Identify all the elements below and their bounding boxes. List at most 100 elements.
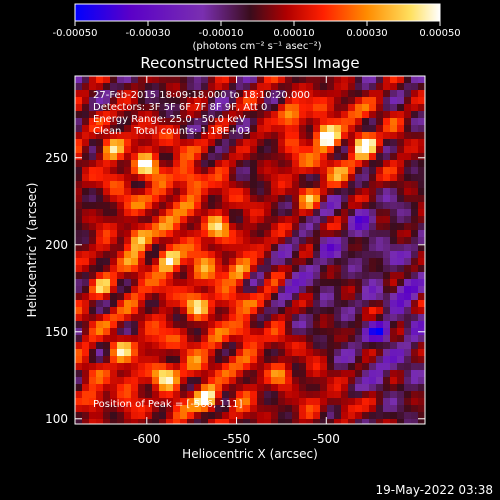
heatmap-pixel (320, 300, 328, 308)
heatmap-pixel (376, 209, 384, 217)
colorbar-gradient (74, 3, 441, 22)
heatmap-pixel (222, 370, 230, 378)
heatmap-pixel (383, 209, 391, 217)
heatmap-pixel (348, 279, 356, 287)
heatmap-pixel (138, 356, 146, 364)
heatmap-pixel (278, 111, 286, 119)
heatmap-pixel (418, 216, 425, 224)
heatmap-pixel (215, 272, 223, 280)
heatmap-pixel (229, 132, 237, 140)
heatmap-pixel (278, 76, 286, 84)
heatmap-pixel (271, 83, 279, 91)
heatmap-pixel (383, 76, 391, 84)
heatmap-pixel (355, 104, 363, 112)
heatmap-pixel (299, 209, 307, 217)
heatmap-pixel (334, 265, 342, 273)
heatmap-pixel (285, 167, 293, 175)
heatmap-pixel (194, 139, 202, 147)
heatmap-pixel (320, 146, 328, 154)
plot-title: Reconstructed RHESSI Image (140, 54, 359, 72)
heatmap-pixel (236, 111, 244, 119)
info-time-range: 27-Feb-2015 18:09:18.000 to 18:10:20.000 (93, 90, 310, 101)
heatmap-pixel (362, 349, 370, 357)
heatmap-pixel (397, 258, 405, 266)
heatmap-pixel (383, 160, 391, 168)
heatmap-pixel (96, 118, 104, 126)
heatmap-pixel (250, 132, 258, 140)
heatmap-pixel (292, 307, 300, 315)
heatmap-pixel (418, 125, 425, 133)
heatmap-pixel (75, 76, 83, 84)
heatmap-pixel (299, 216, 307, 224)
heatmap-pixel (82, 258, 90, 266)
heatmap-pixel (271, 258, 279, 266)
heatmap-pixel (173, 384, 181, 392)
heatmap-pixel (341, 230, 349, 238)
heatmap-pixel (362, 384, 370, 392)
heatmap-pixel (355, 118, 363, 126)
heatmap-pixel (103, 272, 111, 280)
heatmap-pixel (376, 90, 384, 98)
heatmap-pixel (173, 377, 181, 385)
heatmap-pixel (103, 97, 111, 105)
heatmap-pixel (194, 321, 202, 329)
heatmap-pixel (89, 167, 97, 175)
heatmap-pixel (229, 76, 237, 84)
heatmap-pixel (236, 293, 244, 301)
heatmap-pixel (369, 377, 377, 385)
heatmap-pixel (418, 412, 425, 420)
heatmap-pixel (103, 195, 111, 203)
heatmap-pixel (152, 258, 160, 266)
heatmap-pixel (285, 265, 293, 273)
heatmap-pixel (96, 279, 104, 287)
heatmap-pixel (320, 111, 328, 119)
heatmap-pixel (285, 153, 293, 161)
heatmap-pixel (404, 195, 412, 203)
heatmap-pixel (404, 111, 412, 119)
heatmap-pixel (369, 272, 377, 280)
heatmap-pixel (201, 139, 209, 147)
heatmap-pixel (397, 251, 405, 259)
heatmap-pixel (124, 412, 132, 420)
heatmap-pixel (320, 209, 328, 217)
heatmap-pixel (138, 111, 146, 119)
heatmap-pixel (341, 335, 349, 343)
heatmap-pixel (82, 279, 90, 287)
heatmap-pixel (222, 314, 230, 322)
heatmap-pixel (271, 251, 279, 259)
heatmap-pixel (404, 209, 412, 217)
info-detectors: Detectors: 3F 5F 6F 7F 8F 9F, Att 0 (93, 102, 267, 113)
heatmap-pixel (229, 342, 237, 350)
heatmap-pixel (236, 139, 244, 147)
heatmap-pixel (82, 419, 90, 424)
heatmap-pixel (334, 160, 342, 168)
heatmap-pixel (334, 321, 342, 329)
heatmap-pixel (271, 132, 279, 140)
heatmap-pixel (299, 90, 307, 98)
x-tick-label: -500 (313, 432, 340, 446)
heatmap-pixel (278, 97, 286, 105)
heatmap-pixel (355, 237, 363, 245)
heatmap-pixel (236, 216, 244, 224)
heatmap-pixel (383, 118, 391, 126)
heatmap-pixel (194, 265, 202, 273)
heatmap-pixel (278, 265, 286, 273)
heatmap-pixel (229, 104, 237, 112)
heatmap-pixel (222, 181, 230, 189)
heatmap-pixel (131, 111, 139, 119)
heatmap-pixel (166, 216, 174, 224)
heatmap-pixel (250, 104, 258, 112)
heatmap-pixel (376, 97, 384, 105)
heatmap-pixel (418, 223, 425, 231)
heatmap-pixel (285, 139, 293, 147)
heatmap-pixel (194, 286, 202, 294)
heatmap-pixel (292, 209, 300, 217)
heatmap-pixel (418, 90, 425, 98)
heatmap-pixel (194, 356, 202, 364)
heatmap-pixel (124, 363, 132, 371)
heatmap-pixel (397, 363, 405, 371)
heatmap-pixel (201, 188, 209, 196)
heatmap-pixel (138, 118, 146, 126)
heatmap-pixel (89, 363, 97, 371)
heatmap-pixel (376, 286, 384, 294)
